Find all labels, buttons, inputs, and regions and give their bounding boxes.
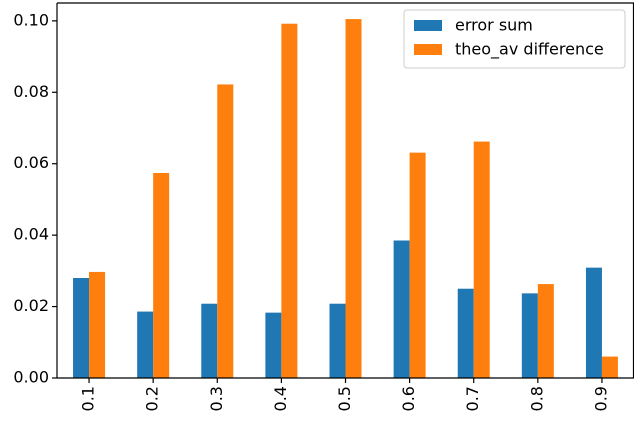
- legend: error sum theo_av difference: [403, 9, 626, 69]
- bar-error-sum-0.6: [393, 240, 410, 378]
- ticks-layer: 0.00 0.02 0.04 0.06 0.08 0.10 0.1 0.2 0.3 0.4 0.5 0…: [13, 10, 610, 411]
- bar-theo-av-difference-0.4: [281, 23, 298, 378]
- x-tick-label: 0.3: [207, 386, 226, 411]
- bar-error-sum-0.1: [73, 278, 90, 378]
- bar-error-sum-0.3: [201, 303, 218, 378]
- bar-theo-av-difference-0.5: [345, 19, 362, 378]
- x-tick-label: 0.6: [399, 386, 418, 411]
- bar-error-sum-0.2: [137, 311, 154, 378]
- x-tick-label: 0.4: [271, 386, 290, 411]
- bar-theo-av-difference-0.8: [537, 284, 554, 378]
- legend-box: [403, 9, 626, 69]
- y-tick-label: 0.02: [13, 296, 49, 315]
- x-tick-label: 0.8: [527, 386, 546, 411]
- bar-theo-av-difference-0.9: [601, 356, 618, 378]
- legend-swatch: [414, 20, 442, 31]
- bar-error-sum-0.7: [457, 288, 474, 378]
- bar-error-sum-0.8: [521, 293, 538, 378]
- bar-theo-av-difference-0.2: [153, 173, 170, 378]
- y-tick-label: 0.00: [13, 368, 49, 387]
- x-tick-label: 0.2: [143, 386, 162, 411]
- bar-theo-av-difference-0.6: [409, 152, 426, 378]
- bars-layer: [73, 19, 618, 378]
- legend-label: theo_av difference: [455, 40, 604, 60]
- bar-error-sum-0.4: [265, 312, 282, 378]
- y-tick-label: 0.06: [13, 153, 49, 172]
- y-tick-label: 0.10: [13, 10, 49, 29]
- x-tick-label: 0.5: [335, 386, 354, 411]
- bar-theo-av-difference-0.3: [217, 84, 234, 378]
- y-tick-label: 0.08: [13, 82, 49, 101]
- x-tick-label: 0.1: [79, 386, 98, 411]
- x-tick-label: 0.9: [591, 386, 610, 411]
- bar-theo-av-difference-0.7: [473, 141, 490, 378]
- bar-theo-av-difference-0.1: [89, 271, 106, 378]
- x-tick-label: 0.7: [463, 386, 482, 411]
- bar-error-sum-0.5: [329, 303, 346, 378]
- bar-error-sum-0.9: [585, 267, 602, 378]
- legend-swatch: [414, 44, 442, 55]
- y-tick-label: 0.04: [13, 225, 49, 244]
- legend-label: error sum: [455, 16, 533, 35]
